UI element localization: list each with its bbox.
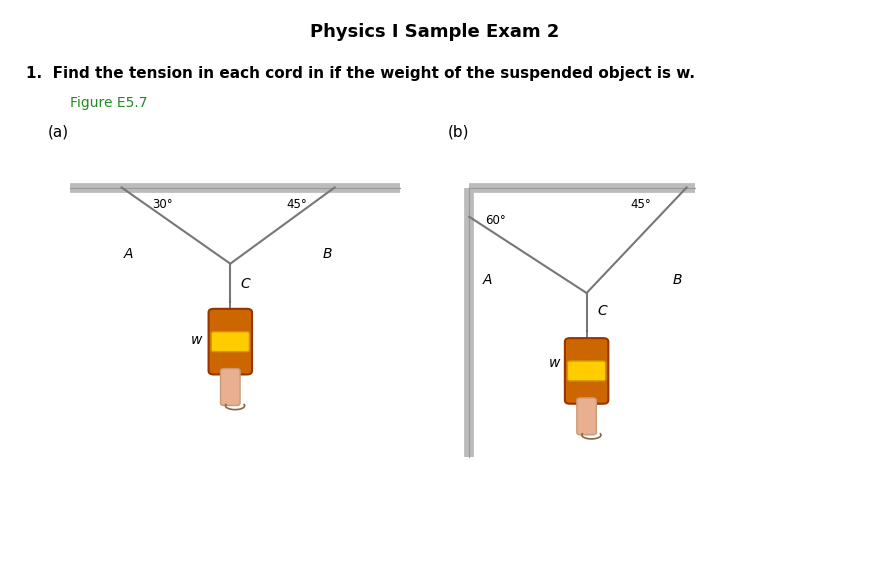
Text: 1.  Find the tension in each cord in if the weight of the suspended object is w.: 1. Find the tension in each cord in if t… bbox=[26, 66, 695, 81]
Text: w: w bbox=[191, 333, 203, 347]
Text: C: C bbox=[240, 277, 250, 291]
FancyBboxPatch shape bbox=[211, 332, 249, 352]
Text: A: A bbox=[124, 247, 133, 261]
Text: 30°: 30° bbox=[152, 198, 173, 211]
Text: 45°: 45° bbox=[630, 198, 650, 211]
Text: w: w bbox=[548, 356, 560, 370]
FancyBboxPatch shape bbox=[220, 369, 239, 406]
Text: (a): (a) bbox=[47, 124, 68, 139]
Text: 45°: 45° bbox=[287, 198, 307, 211]
Text: B: B bbox=[673, 273, 681, 287]
Text: (b): (b) bbox=[447, 124, 468, 139]
Text: B: B bbox=[323, 247, 332, 261]
Text: 60°: 60° bbox=[484, 214, 505, 227]
Text: Physics I Sample Exam 2: Physics I Sample Exam 2 bbox=[310, 23, 559, 41]
Text: C: C bbox=[596, 304, 606, 318]
Text: Figure E5.7: Figure E5.7 bbox=[69, 96, 146, 110]
FancyBboxPatch shape bbox=[564, 338, 608, 404]
FancyBboxPatch shape bbox=[567, 361, 605, 381]
FancyBboxPatch shape bbox=[576, 398, 595, 435]
Text: A: A bbox=[481, 273, 491, 287]
FancyBboxPatch shape bbox=[209, 309, 252, 374]
